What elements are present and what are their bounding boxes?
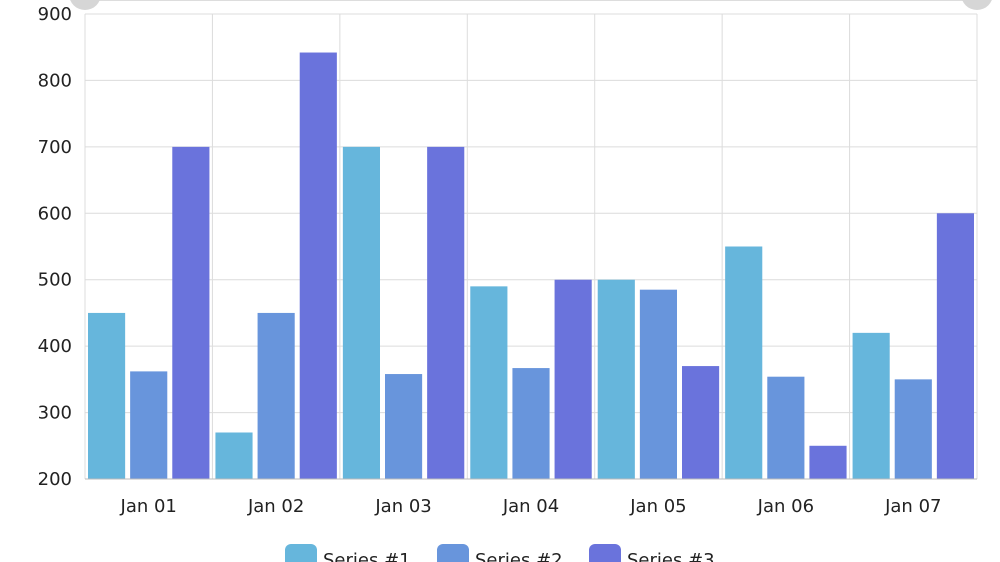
bar-series-2-jan-05[interactable] (639, 289, 677, 479)
bar-series-2-jan-06[interactable] (767, 376, 805, 479)
bar-series-1-jan-06[interactable] (725, 246, 763, 480)
bar-series-1-jan-04[interactable] (470, 286, 508, 479)
x-tick-label: Jan 01 (120, 496, 177, 517)
y-tick-label: 900 (38, 4, 72, 25)
bar-series-1-jan-07[interactable] (852, 332, 890, 479)
bar-series-1-jan-02[interactable] (215, 432, 253, 480)
legend: Series #1 Series #2 Series #3 (285, 544, 715, 562)
bar-series-3-jan-01[interactable] (172, 146, 210, 479)
bar-series-3-jan-06[interactable] (809, 445, 847, 479)
bar-series-2-jan-03[interactable] (385, 374, 423, 479)
legend-label: Series #3 (627, 550, 715, 562)
y-tick-label: 200 (38, 469, 72, 490)
bar-series-3-jan-03[interactable] (427, 146, 465, 479)
grid (84, 13, 978, 480)
legend-swatch (285, 544, 317, 562)
bar-series-3-jan-04[interactable] (554, 279, 592, 479)
x-tick-label: Jan 07 (884, 496, 941, 517)
x-tick-label: Jan 02 (247, 496, 304, 517)
legend-swatch (589, 544, 621, 562)
y-axis: 200 300 400 500 600 700 800 900 (38, 4, 72, 490)
bar-series-1-jan-05[interactable] (597, 279, 635, 479)
legend-label: Series #1 (323, 550, 411, 562)
legend-item-series-1[interactable]: Series #1 (285, 544, 411, 562)
range-handle-right[interactable] (961, 0, 993, 10)
bar-series-2-jan-02[interactable] (257, 312, 295, 479)
y-tick-label: 500 (38, 270, 72, 291)
x-axis: Jan 01 Jan 02 Jan 03 Jan 04 Jan 05 Jan 06 Jan … (85, 478, 977, 517)
bar-series-2-jan-04[interactable] (512, 368, 550, 479)
y-tick-label: 700 (38, 137, 72, 158)
legend-item-series-3[interactable]: Series #3 (589, 544, 715, 562)
bar-series-2-jan-01[interactable] (130, 371, 168, 479)
y-tick-label: 300 (38, 403, 72, 424)
legend-item-series-2[interactable]: Series #2 (437, 544, 563, 562)
bar-series-1-jan-01[interactable] (88, 312, 126, 479)
bar-series-1-jan-03[interactable] (342, 146, 380, 479)
legend-swatch (437, 544, 469, 562)
bar-series-2-jan-07[interactable] (894, 379, 932, 479)
legend-label: Series #2 (475, 550, 563, 562)
bars (88, 52, 974, 480)
x-tick-label: Jan 06 (757, 496, 814, 517)
x-tick-label: Jan 03 (374, 496, 431, 517)
bar-series-3-jan-02[interactable] (299, 52, 337, 480)
y-tick-label: 400 (38, 336, 72, 357)
x-tick-label: Jan 04 (502, 496, 559, 517)
x-tick-label: Jan 05 (629, 496, 686, 517)
y-tick-label: 800 (38, 70, 72, 91)
bar-series-3-jan-07[interactable] (936, 213, 974, 480)
range-handle-left[interactable] (69, 0, 101, 10)
y-tick-label: 600 (38, 203, 72, 224)
bar-series-3-jan-05[interactable] (682, 366, 720, 479)
